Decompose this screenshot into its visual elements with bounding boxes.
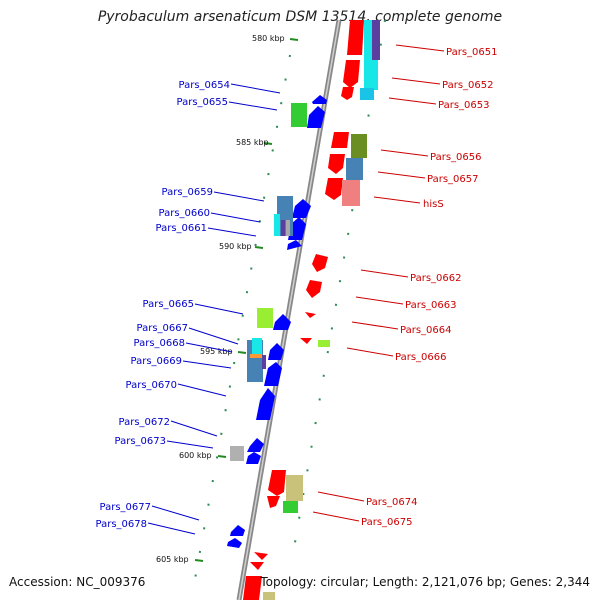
gene-arrow[interactable]	[273, 314, 291, 330]
gene-arrow[interactable]	[230, 525, 245, 536]
domain-box	[263, 592, 275, 600]
gene-arrow[interactable]	[268, 470, 286, 496]
gene-arrow[interactable]	[312, 254, 328, 272]
gene-label[interactable]: Pars_0666	[395, 352, 446, 363]
tick-label: 585 kbp	[236, 138, 269, 147]
domain-box	[286, 220, 290, 236]
domain-box	[281, 220, 285, 236]
tick-label: 590 kbp	[219, 242, 252, 251]
gene-label[interactable]: Pars_0664	[400, 325, 451, 336]
domain-box	[342, 180, 360, 206]
gene-label[interactable]: Pars_0670	[126, 380, 177, 391]
gene-arrow[interactable]	[267, 496, 280, 508]
domain-box	[291, 103, 307, 127]
gene-label[interactable]: Pars_0651	[446, 47, 497, 58]
gene-label[interactable]: Pars_0661	[156, 223, 207, 234]
gene-arrow[interactable]	[243, 576, 262, 600]
gene-arrow[interactable]	[325, 178, 343, 200]
tick-label: 580 kbp	[252, 34, 285, 43]
gene-arrow[interactable]	[306, 280, 322, 298]
gene-arrow[interactable]	[307, 106, 325, 128]
gene-arrow[interactable]	[300, 338, 312, 344]
scale-ticks: 580 kbp 585 kbp 590 kbp 595 kbp 600 kbp …	[156, 34, 299, 564]
gene-label[interactable]: Pars_0659	[162, 187, 213, 198]
domain-box	[360, 88, 374, 100]
gene-arrow[interactable]	[305, 312, 316, 318]
topology-label: Topology: circular; Length: 2,121,076 bp…	[260, 575, 590, 589]
gene-arrow[interactable]	[331, 132, 349, 148]
gene-label[interactable]: Pars_0677	[100, 502, 151, 513]
gene-label[interactable]: Pars_0675	[361, 517, 412, 528]
gene-label[interactable]: Pars_0662	[410, 273, 461, 284]
gene-label[interactable]: Pars_0653	[438, 100, 489, 111]
reverse-strand-features	[227, 95, 327, 548]
domain-box	[318, 340, 330, 347]
gene-label[interactable]: Pars_0665	[143, 299, 194, 310]
gene-label[interactable]: Pars_0668	[134, 338, 185, 349]
domain-box	[346, 158, 363, 180]
gene-arrow[interactable]	[292, 199, 311, 218]
domain-box	[257, 308, 273, 328]
gene-arrow[interactable]	[264, 362, 282, 386]
domain-box	[230, 446, 244, 461]
gene-label[interactable]: Pars_0672	[119, 417, 170, 428]
tick-label: 595 kbp	[200, 347, 233, 356]
gene-arrow[interactable]	[256, 388, 275, 420]
gene-label[interactable]: Pars_0669	[131, 356, 182, 367]
gene-label[interactable]: Pars_0678	[96, 519, 147, 530]
gene-arrow[interactable]	[246, 452, 261, 464]
gene-label[interactable]: Pars_0674	[366, 497, 417, 508]
domain-box	[274, 214, 280, 236]
gene-arrow[interactable]	[254, 552, 268, 560]
genome-title: Pyrobaculum arsenaticum DSM 13514, compl…	[97, 9, 503, 25]
gene-arrow[interactable]	[227, 538, 242, 548]
gene-arrow[interactable]	[341, 87, 354, 100]
domain-box	[372, 20, 380, 60]
tick-label: 605 kbp	[156, 555, 189, 564]
gene-label[interactable]: Pars_0657	[427, 174, 478, 185]
domain-box	[250, 354, 262, 358]
tick-label: 600 kbp	[179, 451, 212, 460]
gene-label[interactable]: Pars_0663	[405, 300, 456, 311]
gene-arrow[interactable]	[268, 343, 284, 360]
forward-strand-features	[243, 20, 380, 600]
dotted-tracks	[192, 19, 386, 591]
left-leader-lines	[147, 83, 281, 535]
gene-label[interactable]: Pars_0656	[430, 152, 481, 163]
gene-label[interactable]: hisS	[423, 199, 444, 210]
left-gene-labels: Pars_0654 Pars_0655 Pars_0659 Pars_0660 …	[96, 80, 230, 530]
gene-label[interactable]: Pars_0667	[137, 323, 188, 334]
gene-arrow[interactable]	[247, 438, 264, 452]
domain-box	[351, 134, 367, 158]
gene-arrow[interactable]	[287, 240, 302, 250]
gene-label[interactable]: Pars_0673	[115, 436, 166, 447]
domain-box	[283, 501, 298, 513]
right-gene-labels: Pars_0651 Pars_0652 Pars_0653 Pars_0656 …	[361, 47, 497, 528]
domain-box	[286, 475, 303, 501]
gene-label[interactable]: Pars_0654	[179, 80, 230, 91]
right-leader-lines	[312, 44, 445, 522]
domain-box	[262, 355, 266, 369]
gene-arrow[interactable]	[347, 20, 364, 55]
gene-label[interactable]: Pars_0652	[442, 80, 493, 91]
gene-label[interactable]: Pars_0655	[177, 97, 228, 108]
accession-label: Accession: NC_009376	[9, 575, 146, 589]
domain-box	[252, 338, 262, 354]
gene-label[interactable]: Pars_0660	[159, 208, 210, 219]
gene-arrow[interactable]	[250, 562, 264, 570]
gene-arrow[interactable]	[312, 95, 327, 104]
gene-arrow[interactable]	[328, 154, 345, 174]
gene-arrow[interactable]	[343, 60, 360, 88]
